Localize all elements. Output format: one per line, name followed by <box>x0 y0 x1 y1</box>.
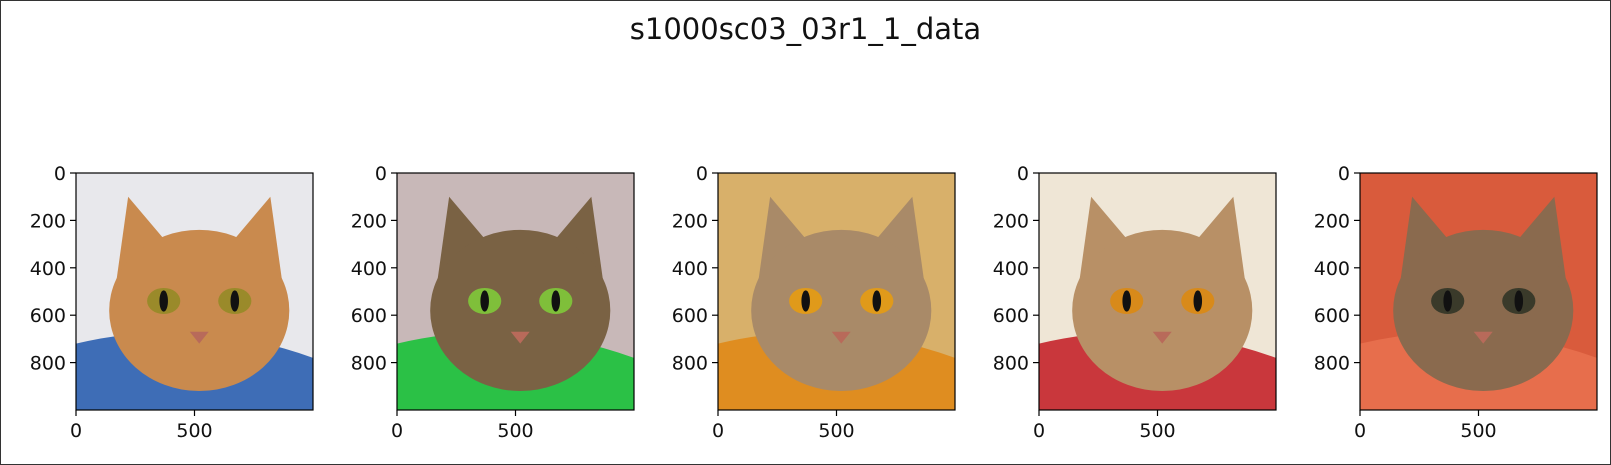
y-tick-label: 800 <box>351 353 387 375</box>
y-tick-label: 400 <box>672 258 708 280</box>
cat-photo-5 <box>1360 173 1597 410</box>
cat-photo-4 <box>1039 173 1276 410</box>
y-tick-label: 0 <box>375 163 387 185</box>
cat-photo-1 <box>76 173 313 410</box>
image-panel-3: 0 200 400 600 800 0 500 <box>672 163 956 442</box>
y-tick-label: 600 <box>672 305 708 327</box>
x-tick-label: 500 <box>176 420 212 442</box>
y-tick-label: 200 <box>351 210 387 232</box>
x-tick-label: 500 <box>497 420 533 442</box>
y-tick-label: 200 <box>1314 210 1350 232</box>
y-tick-label: 800 <box>672 353 708 375</box>
y-tick-label: 600 <box>351 305 387 327</box>
y-tick-label: 0 <box>54 163 66 185</box>
y-tick-label: 800 <box>30 353 66 375</box>
y-tick-label: 0 <box>1017 163 1029 185</box>
image-panel-1: 0 200 400 600 800 0 500 <box>30 163 314 442</box>
x-tick-label: 0 <box>712 420 724 442</box>
x-tick-label: 0 <box>70 420 82 442</box>
image-panel-2: 0 200 400 600 800 0 500 <box>351 163 635 442</box>
x-tick-label: 500 <box>1139 420 1175 442</box>
y-tick-label: 0 <box>1338 163 1350 185</box>
y-tick-label: 200 <box>993 210 1029 232</box>
x-tick-label: 0 <box>1354 420 1366 442</box>
y-tick-label: 400 <box>351 258 387 280</box>
y-tick-label: 400 <box>993 258 1029 280</box>
y-tick-label: 600 <box>30 305 66 327</box>
figure-title: s1000sc03_03r1_1_data <box>629 12 982 46</box>
x-tick-label: 0 <box>1033 420 1045 442</box>
cat-photo-2 <box>397 173 634 410</box>
image-panel-5: 0 200 400 600 800 0 500 <box>1314 163 1598 442</box>
x-tick-label: 500 <box>1460 420 1496 442</box>
y-tick-label: 400 <box>30 258 66 280</box>
y-tick-label: 800 <box>1314 353 1350 375</box>
y-tick-label: 400 <box>1314 258 1350 280</box>
y-tick-label: 800 <box>993 353 1029 375</box>
cat-photo-3 <box>718 173 955 410</box>
y-tick-label: 200 <box>30 210 66 232</box>
y-tick-label: 0 <box>696 163 708 185</box>
x-tick-label: 0 <box>391 420 403 442</box>
x-tick-label: 500 <box>818 420 854 442</box>
y-tick-label: 600 <box>993 305 1029 327</box>
y-tick-label: 200 <box>672 210 708 232</box>
y-tick-label: 600 <box>1314 305 1350 327</box>
image-panel-4: 0 200 400 600 800 0 500 <box>993 163 1277 442</box>
